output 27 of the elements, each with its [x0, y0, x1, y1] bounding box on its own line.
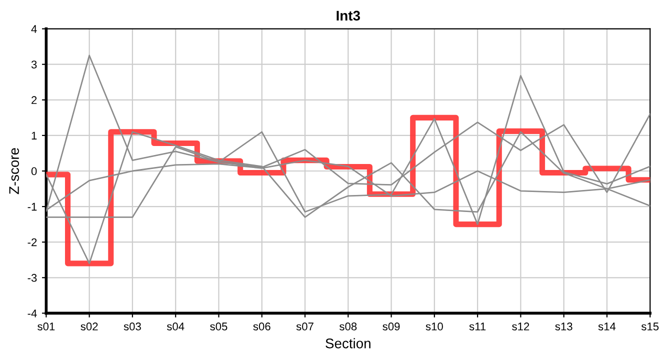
x-tick-label: s09 [382, 322, 400, 330]
y-tick-label: 4 [31, 25, 37, 33]
x-axis-title: Section [326, 338, 370, 348]
x-tick-label: s08 [340, 322, 357, 330]
y-tick-label: -3 [28, 274, 37, 282]
x-tick-label: s07 [296, 322, 314, 330]
y-axis-title: Z-score [9, 148, 19, 194]
x-tick-label: s02 [80, 322, 98, 330]
chart-title: Int3 [336, 10, 360, 21]
x-tick-label: s15 [641, 322, 659, 330]
x-tick-label: s11 [469, 322, 486, 330]
y-tick-label: -4 [28, 310, 37, 318]
y-tick-label: 1 [32, 132, 37, 140]
y-tick-label: -2 [28, 238, 37, 246]
x-tick-label: s13 [555, 322, 572, 330]
x-tick-label: s10 [426, 322, 443, 330]
x-tick-label: s06 [253, 322, 270, 330]
x-tick-label: s05 [210, 322, 228, 330]
y-tick-label: 0 [31, 167, 37, 176]
y-tick-label: 3 [31, 60, 37, 68]
x-tick-label: s03 [124, 322, 141, 330]
y-tick-label: -1 [28, 202, 37, 211]
x-tick-label: s14 [598, 322, 616, 330]
x-tick-label: s12 [512, 322, 530, 330]
x-tick-label: s04 [166, 322, 184, 330]
y-tick-label: 2 [32, 96, 37, 104]
x-tick-label: s01 [38, 322, 55, 330]
